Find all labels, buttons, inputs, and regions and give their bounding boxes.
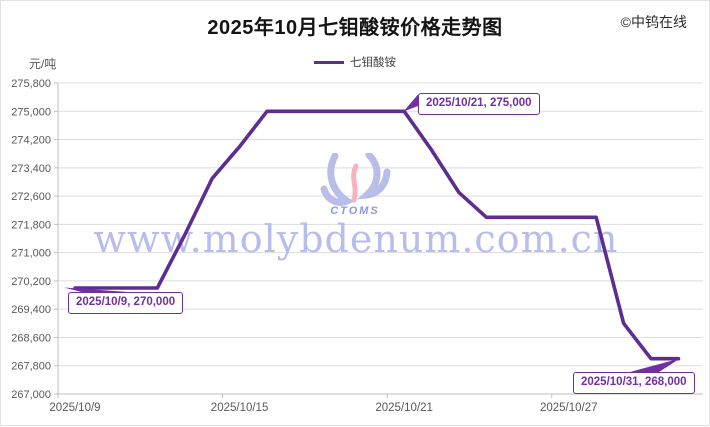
- y-tick-label: 272,600: [11, 191, 51, 203]
- copyright-label: ©中钨在线: [620, 14, 687, 30]
- x-tick-label: 2025/10/9: [49, 402, 100, 414]
- annotation-peak-price: 2025/10/21, 275,000: [418, 93, 540, 115]
- y-tick-label: 268,600: [11, 332, 51, 344]
- y-tick-label: 267,000: [11, 389, 51, 401]
- y-tick-label: 271,000: [11, 248, 51, 260]
- y-tick-label: 269,400: [11, 304, 51, 316]
- legend: 七钼酸铵: [1, 54, 709, 70]
- y-tick-label: 270,200: [11, 276, 51, 288]
- x-tick-label: 2025/10/21: [375, 402, 433, 414]
- y-tick-label: 275,000: [11, 106, 51, 118]
- chart-title: 2025年10月七钼酸铵价格走势图: [207, 17, 503, 39]
- y-tick-label: 275,800: [11, 78, 51, 90]
- x-tick-label: 2025/10/27: [540, 402, 598, 414]
- y-tick-label: 271,800: [11, 219, 51, 231]
- price-line: [73, 109, 681, 361]
- x-tick-label: 2025/10/15: [211, 402, 269, 414]
- y-tick-label: 274,200: [11, 135, 51, 147]
- arrow-to-end-point: [630, 358, 680, 372]
- y-tick-label: 273,400: [11, 163, 51, 175]
- y-axis-unit-label: 元/吨: [29, 57, 57, 71]
- legend-line-swatch: [314, 60, 344, 64]
- legend-series-label: 七钼酸铵: [350, 57, 396, 69]
- annotation-first-price: 2025/10/9, 270,000: [68, 292, 184, 314]
- annotation-last-price: 2025/10/31, 268,000: [573, 372, 695, 394]
- arrow-to-peak-point: [403, 94, 418, 112]
- y-tick-label: 267,800: [11, 361, 51, 373]
